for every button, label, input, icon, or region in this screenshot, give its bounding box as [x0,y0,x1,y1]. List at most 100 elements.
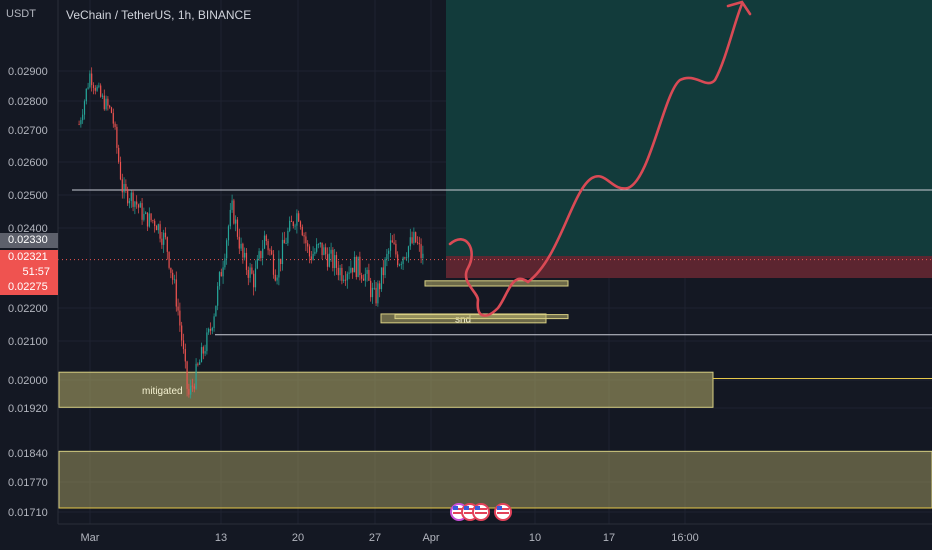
candle-body [260,251,262,259]
time-tick-label: 20 [292,532,304,544]
candle-body [400,263,402,265]
price-tick-label: 0.01710 [8,507,48,519]
candle-body [211,327,213,331]
candle-body [164,232,167,238]
candle-body [143,213,145,220]
pair-title[interactable]: VeChain / TetherUS, 1h, BINANCE [66,8,252,22]
candle-body [326,254,329,267]
candle-body [118,147,120,162]
candle-body [217,286,219,306]
time-tick-label: 27 [369,532,381,544]
candle-body [265,235,267,242]
candle-body [91,73,93,86]
candle-body [105,98,107,110]
price-tick-label: 0.02800 [8,96,48,108]
candle-body [355,256,357,277]
price-tick-label: 0.02400 [8,223,48,235]
candle-body [276,277,278,281]
candle-body [413,232,415,243]
candle-body [321,242,323,256]
candle-body [224,258,226,268]
zone-box-1 [58,450,932,509]
candle-body [305,236,307,244]
candle-body [307,243,309,247]
candle-body [130,192,132,201]
candle-body [87,87,89,89]
candle-body [150,213,152,221]
candle-body [332,249,334,269]
candle-body [157,224,159,231]
candle-body [308,246,311,257]
candle-body [109,105,111,108]
candle-body [220,272,222,277]
candle-body [235,219,237,224]
candle-body [350,267,352,273]
candle-body [123,184,125,193]
us-flag-stripe [475,512,487,514]
candle-body [213,316,215,328]
time-axis[interactable]: Mar 13 20 27 Apr 10 17 16:00 [58,523,932,544]
candle-body [199,362,201,365]
candle-body [274,274,276,281]
candle-body [110,107,113,113]
candle-body [337,267,339,276]
candle-body [272,254,275,275]
price-tick-label: 0.02100 [8,336,48,348]
candle-body [323,247,325,256]
us-flag-stripe [453,508,465,510]
candle-body [146,212,149,227]
time-tick-label: 16:00 [671,532,699,544]
candle-body [271,250,273,255]
stop-zone [446,256,932,278]
candle-body [182,340,185,350]
us-flag-icon[interactable] [494,503,512,521]
candle-body [422,253,424,259]
candle-body [175,279,177,307]
candle-body [159,224,161,239]
candle-body [132,192,134,207]
candle-body [289,220,291,231]
candle-body [352,267,354,273]
economic-events[interactable] [450,503,512,521]
candle-body [244,252,246,258]
candle-body [317,244,320,245]
candle-body [370,280,372,298]
candle-body [208,328,210,333]
candle-body [98,85,100,87]
candle-body [155,226,158,231]
candle-body [209,328,212,331]
price-tick-label: 0.02700 [8,125,48,137]
zone-mitigated [58,371,714,408]
candle-body [206,332,208,352]
candle-body [227,226,230,241]
candle-body [190,385,192,395]
candle-body [200,347,203,363]
candle-body [96,86,98,91]
us-flag-stripe [453,512,465,514]
candle-body [139,203,141,208]
candle-body [353,256,356,273]
candle-body [89,73,91,88]
candle-body [114,123,116,127]
candle-body [330,249,332,254]
zone-box-3 [424,280,569,287]
time-tick-label: 17 [603,532,615,544]
candle-body [181,325,183,341]
candle-body [393,242,395,244]
candle-body [310,256,312,260]
candle-body [269,250,271,252]
us-flag-icon[interactable] [472,503,490,521]
horizontal-levels [58,189,932,509]
candle-body [361,275,363,279]
price-tick-label: 0.01920 [8,403,48,415]
candle-body [202,347,204,354]
candle-body [83,101,86,115]
forecast-arrow [448,0,752,317]
target-zone [446,0,932,256]
candle-body [368,269,370,281]
candle-body [119,161,122,180]
candle-body [292,221,294,227]
candle-body [231,200,233,210]
candle-body [80,120,82,125]
